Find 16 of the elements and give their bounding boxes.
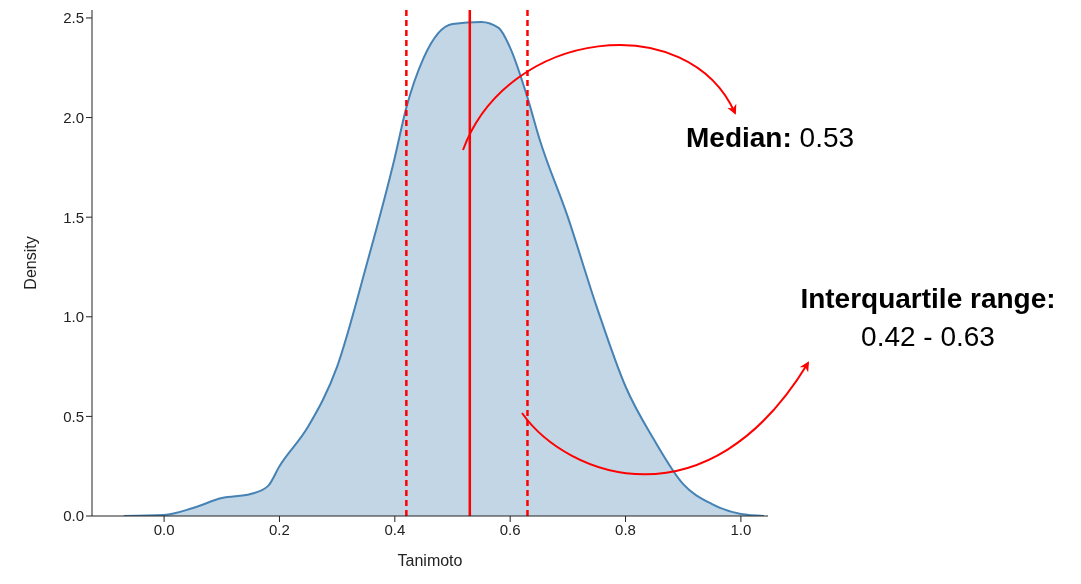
x-tick-label: 0.0 [153,520,175,538]
y-tick-label: 1.0 [63,308,84,326]
y-tick-label: 0.5 [63,407,84,425]
annotation: Median: 0.53 [686,122,855,153]
text: Interquartile range: 0.42 - 0.63 [799,282,1057,354]
y-tick-label: 1.5 [63,208,84,226]
x-tick-label: 1.0 [730,520,752,538]
y-tick-label: 2.0 [63,108,84,126]
x-tick-label: 0.8 [615,520,636,538]
y-tick-label: 0.0 [63,507,84,525]
x-tick-label: 0.4 [384,520,406,538]
x-tick-label: 0.2 [269,520,290,538]
x-tick-label: 0.6 [499,520,521,538]
x-axis-title: Tanimoto [397,552,463,569]
y-tick-label: 2.5 [63,9,84,27]
y-axis-title: Density [21,236,39,290]
